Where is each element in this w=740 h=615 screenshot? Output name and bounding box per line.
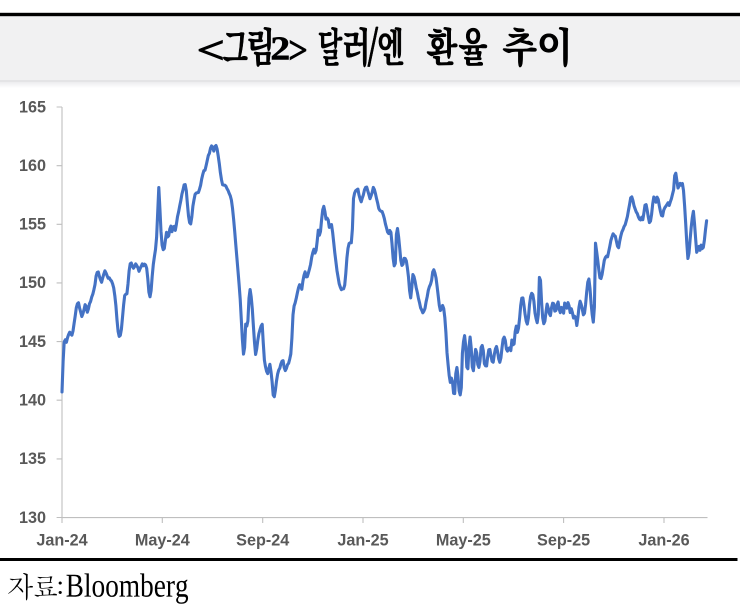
svg-text:140: 140 xyxy=(19,392,46,410)
svg-text:165: 165 xyxy=(19,98,46,116)
svg-text:May-24: May-24 xyxy=(135,532,190,550)
svg-text:May-25: May-25 xyxy=(436,532,491,550)
svg-text:Jan-25: Jan-25 xyxy=(337,532,388,550)
svg-text:145: 145 xyxy=(19,333,46,351)
svg-text:Jan-26: Jan-26 xyxy=(638,532,689,550)
svg-text:160: 160 xyxy=(19,157,46,175)
svg-text:135: 135 xyxy=(19,450,46,468)
svg-text:Sep-24: Sep-24 xyxy=(236,532,289,550)
svg-text:Sep-25: Sep-25 xyxy=(537,532,590,550)
svg-text:155: 155 xyxy=(19,216,46,234)
svg-text:130: 130 xyxy=(19,509,46,527)
svg-text:150: 150 xyxy=(19,274,46,292)
svg-text:Jan-24: Jan-24 xyxy=(36,532,87,550)
